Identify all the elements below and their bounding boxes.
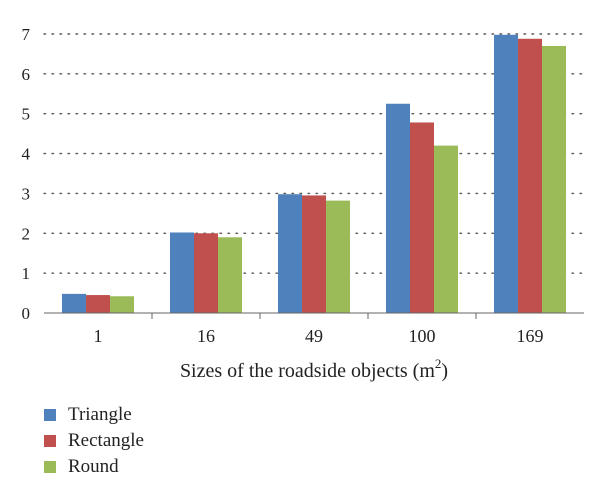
x-tick-label-169: 169: [517, 326, 544, 346]
x-tick-label-1: 1: [94, 326, 103, 346]
legend: Triangle Rectangle Round: [44, 402, 144, 480]
x-axis-label-text: Sizes of the roadside objects (m: [180, 360, 435, 382]
bar-rectangle-1: [86, 295, 110, 313]
x-tick-label-100: 100: [409, 326, 436, 346]
legend-swatch-round: [44, 461, 56, 473]
legend-item-round: Round: [44, 454, 144, 480]
y-tick-label-4: 4: [22, 145, 31, 164]
x-axis-label-close: ): [441, 360, 448, 382]
y-tick-label-6: 6: [22, 65, 31, 84]
bar-rectangle-169: [518, 38, 542, 313]
y-tick-labels: 0 1 2 3 4 5 6 7: [22, 25, 31, 323]
legend-item-triangle: Triangle: [44, 402, 144, 428]
legend-label-rectangle: Rectangle: [68, 430, 144, 451]
bars: [62, 34, 566, 314]
bar-round-49: [326, 200, 350, 313]
bar-triangle-169: [494, 34, 518, 313]
bar-round-169: [542, 45, 566, 313]
x-tick-label-49: 49: [305, 326, 323, 346]
bar-round-1: [110, 296, 134, 313]
x-tick-labels: 1 16 49 100 169: [94, 313, 544, 346]
bar-rectangle-49: [302, 195, 326, 313]
y-tick-label-1: 1: [22, 264, 31, 283]
legend-label-round: Round: [68, 456, 119, 477]
bar-triangle-1: [62, 293, 86, 313]
x-axis-label: Sizes of the roadside objects (m2): [180, 356, 448, 382]
legend-item-rectangle: Rectangle: [44, 428, 144, 454]
bar-chart: 0 1 2 3 4 5 6 7 1 16 49 100 169 Sizes of the roadsi…: [22, 25, 585, 382]
bar-triangle-16: [170, 232, 194, 313]
y-tick-label-2: 2: [22, 224, 31, 243]
y-tick-label-3: 3: [22, 184, 31, 203]
bar-triangle-100: [386, 103, 410, 313]
bar-triangle-49: [278, 194, 302, 313]
legend-label-triangle: Triangle: [68, 404, 132, 425]
y-tick-label-5: 5: [22, 105, 31, 124]
bar-round-100: [434, 145, 458, 313]
y-tick-label-0: 0: [22, 304, 31, 323]
bar-rectangle-16: [194, 233, 218, 313]
bar-rectangle-100: [410, 122, 434, 314]
legend-swatch-rectangle: [44, 435, 56, 447]
bar-round-16: [218, 237, 242, 313]
x-axis-label-superscript: 2: [435, 356, 442, 371]
legend-swatch-triangle: [44, 409, 56, 421]
x-tick-label-16: 16: [197, 326, 215, 346]
y-tick-label-7: 7: [22, 25, 31, 44]
